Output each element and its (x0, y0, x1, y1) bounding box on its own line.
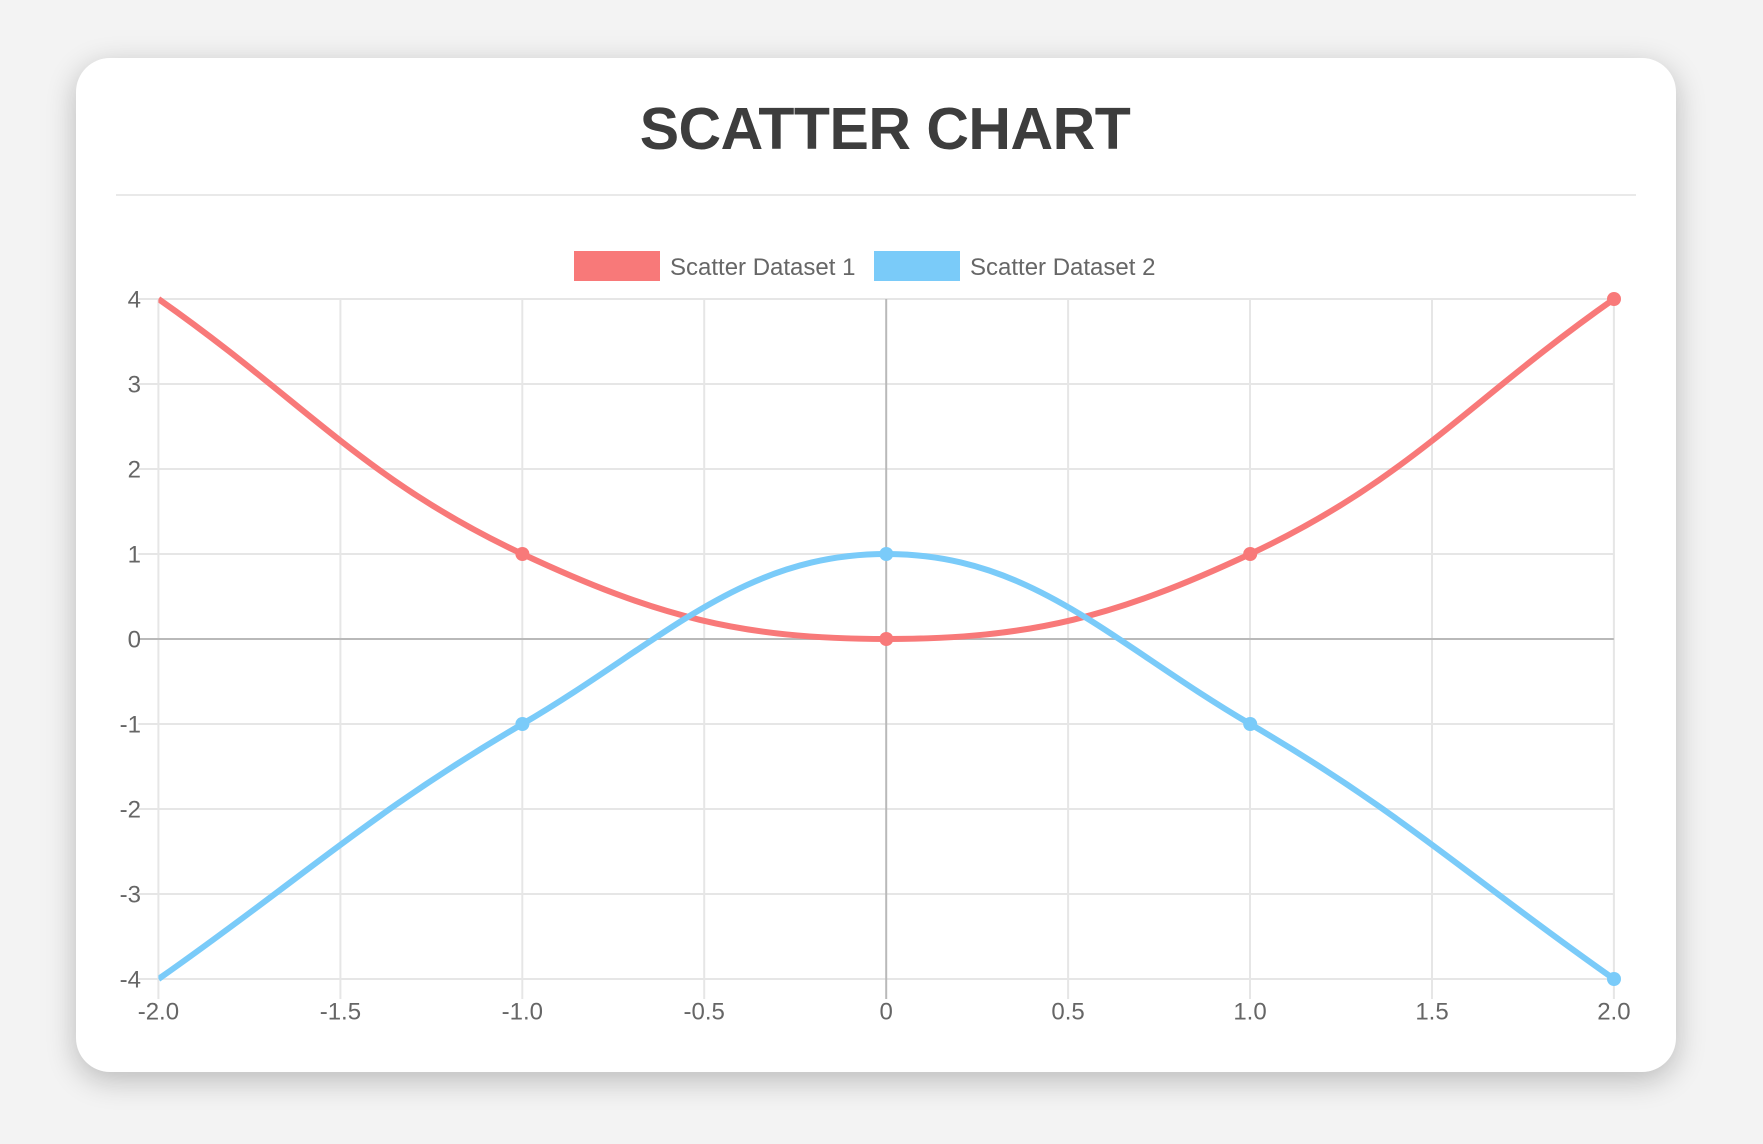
svg-text:-2.0: -2.0 (138, 999, 179, 1026)
svg-text:0: 0 (128, 627, 141, 654)
svg-text:1: 1 (128, 542, 141, 569)
svg-text:-0.5: -0.5 (684, 999, 725, 1026)
svg-text:4: 4 (128, 287, 141, 314)
svg-text:2.0: 2.0 (1597, 999, 1630, 1026)
svg-text:-1.0: -1.0 (502, 999, 543, 1026)
svg-text:1.0: 1.0 (1233, 999, 1266, 1026)
svg-text:2: 2 (128, 457, 141, 484)
svg-text:-2: -2 (120, 797, 141, 824)
svg-text:-1: -1 (120, 712, 141, 739)
svg-text:1.5: 1.5 (1415, 999, 1448, 1026)
svg-text:3: 3 (128, 372, 141, 399)
svg-text:-4: -4 (120, 967, 141, 994)
svg-text:Scatter Dataset 2: Scatter Dataset 2 (970, 254, 1155, 281)
svg-text:0.5: 0.5 (1051, 999, 1084, 1026)
svg-text:0: 0 (880, 999, 893, 1026)
svg-text:Scatter Dataset 1: Scatter Dataset 1 (670, 254, 855, 281)
svg-text:-1.5: -1.5 (320, 999, 361, 1026)
svg-text:-3: -3 (120, 882, 141, 909)
